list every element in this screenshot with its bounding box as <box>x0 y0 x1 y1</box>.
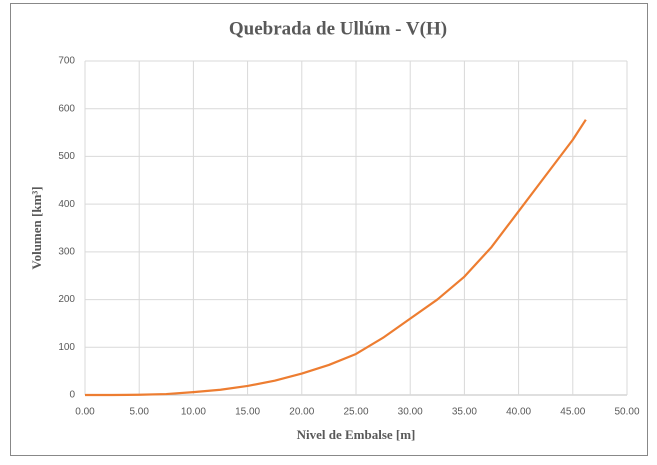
x-tick-label: 45.00 <box>560 407 585 418</box>
y-tick-label: 0 <box>69 390 75 401</box>
x-tick-label: 50.00 <box>614 407 639 418</box>
x-tick-label: 5.00 <box>129 407 149 418</box>
x-tick-label: 20.00 <box>289 407 314 418</box>
x-tick-label: 40.00 <box>506 407 531 418</box>
x-tick-label: 25.00 <box>343 407 368 418</box>
y-tick-label: 300 <box>58 246 75 257</box>
y-tick-label: 400 <box>58 199 75 210</box>
data-line <box>85 119 587 397</box>
x-tick-label: 30.00 <box>398 407 423 418</box>
x-tick-label: 35.00 <box>452 407 477 418</box>
y-tick-label: 200 <box>58 294 75 305</box>
y-tick-label: 600 <box>58 103 75 114</box>
y-axis-label: Volumen [km³] <box>29 186 44 269</box>
x-axis-label: Nivel de Embalse [m] <box>297 427 416 442</box>
x-tick-label: 15.00 <box>235 407 260 418</box>
y-tick-label: 100 <box>58 342 75 353</box>
chart-title: Quebrada de Ullúm - V(H) <box>229 18 447 39</box>
chart-frame <box>10 3 648 456</box>
y-tick-label: 500 <box>58 151 75 162</box>
y-tick-label: 700 <box>58 56 75 67</box>
x-tick-label: 0.00 <box>75 407 95 418</box>
x-tick-label: 10.00 <box>181 407 206 418</box>
